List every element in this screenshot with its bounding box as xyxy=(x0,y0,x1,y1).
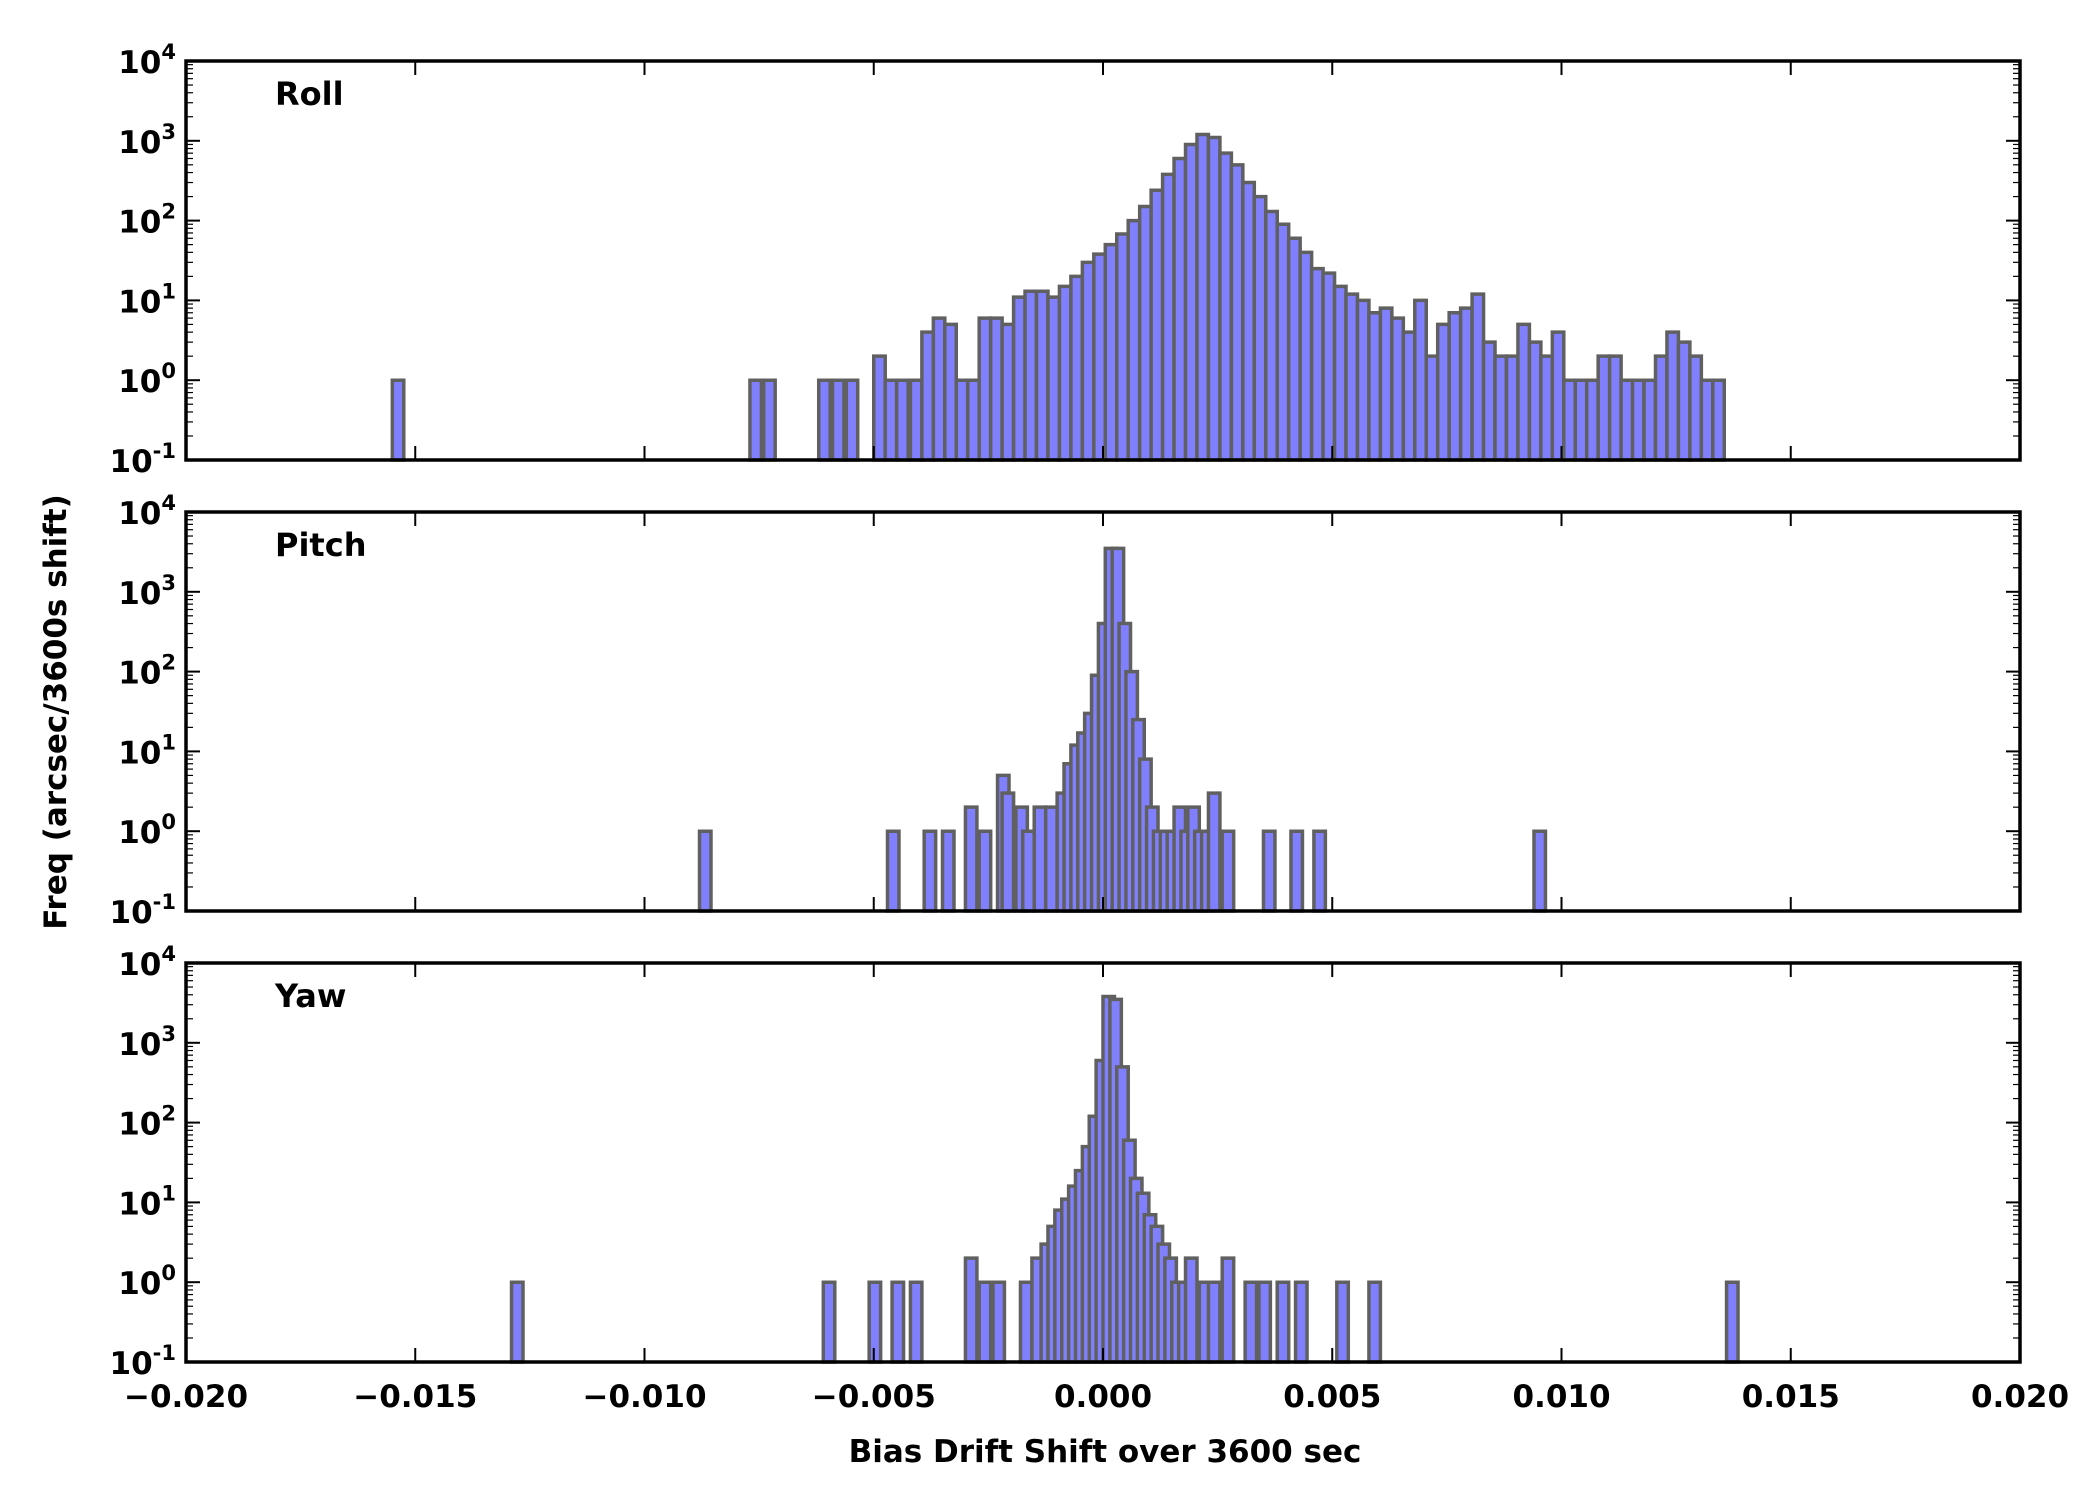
histogram-bar xyxy=(1711,378,1727,462)
histogram-bars xyxy=(697,546,1548,913)
histogram-bar xyxy=(890,1280,906,1364)
histogram-bar xyxy=(761,378,777,462)
histogram-bar xyxy=(390,378,406,462)
panel-label: Yaw xyxy=(274,977,346,1015)
y-tick-label: 10-1 xyxy=(110,439,176,480)
histogram-bar xyxy=(509,1280,525,1364)
histogram-bar xyxy=(1275,1280,1291,1364)
y-tick-label: 101 xyxy=(118,730,176,771)
histogram-bar xyxy=(1335,1280,1351,1364)
x-tick-label: −0.005 xyxy=(812,1379,936,1415)
histogram-bar xyxy=(977,1280,993,1364)
x-tick-label: −0.010 xyxy=(582,1379,706,1415)
y-tick-label: 10-1 xyxy=(110,890,176,931)
y-tick-label: 102 xyxy=(118,1102,176,1143)
panel-pitch: 10-1 100 101 102 103 104 Pitch xyxy=(110,491,2022,931)
histogram-bar xyxy=(1243,1280,1259,1364)
y-tick-label: 101 xyxy=(118,279,176,320)
y-tick-label: 104 xyxy=(118,491,176,532)
histogram-bar xyxy=(816,378,832,462)
histogram-bar xyxy=(844,378,860,462)
panel-label: Roll xyxy=(275,75,344,113)
histogram-bar xyxy=(1724,1280,1740,1364)
x-tick-label: 0.000 xyxy=(1054,1379,1152,1415)
histogram-bar xyxy=(867,1280,883,1364)
histogram-bar xyxy=(1206,1280,1222,1364)
histogram-bar xyxy=(1000,791,1016,913)
histogram-bar xyxy=(1289,829,1305,913)
y-tick-label: 103 xyxy=(118,571,176,612)
histogram-bar xyxy=(1532,829,1548,913)
panel-roll: 10-1 100 101 102 103 104 Roll xyxy=(110,40,2022,480)
histogram-bar xyxy=(830,378,846,462)
histogram-bars xyxy=(509,994,1740,1364)
y-tick-label: 100 xyxy=(118,1261,176,1302)
histogram-bar xyxy=(1367,1280,1383,1364)
x-axis-title: Bias Drift Shift over 3600 sec xyxy=(849,1434,1362,1470)
histogram-bar xyxy=(1312,829,1328,913)
histogram-bar xyxy=(1220,1256,1236,1364)
panels: 10-1100101102103104Roll10-11001011021031… xyxy=(110,40,2070,1415)
y-tick-label: 104 xyxy=(118,942,176,983)
x-tick-label: 0.015 xyxy=(1742,1379,1840,1415)
panel-yaw: 10-1 100 101 102 103 104 Yaw −0.020 −0.015 −0.010… xyxy=(110,942,2070,1415)
histogram-bar xyxy=(697,829,713,913)
histogram-bar xyxy=(1257,1280,1273,1364)
x-tick-label: 0.005 xyxy=(1283,1379,1381,1415)
y-tick-label: 102 xyxy=(118,200,176,241)
histogram-bar xyxy=(821,1280,837,1364)
y-tick-label: 10-1 xyxy=(110,1341,176,1382)
histogram-bar xyxy=(885,829,901,913)
histogram-bars xyxy=(390,132,1727,462)
y-tick-label: 100 xyxy=(118,359,176,400)
histogram-bar xyxy=(977,829,993,913)
histogram-bar xyxy=(1261,829,1277,913)
histogram-bar xyxy=(940,829,956,913)
histogram-bar xyxy=(1206,791,1222,913)
x-tick-label: 0.020 xyxy=(1971,1379,2069,1415)
histogram-bar xyxy=(991,1280,1007,1364)
y-tick-label: 101 xyxy=(118,1181,176,1222)
x-tick-label: −0.015 xyxy=(353,1379,477,1415)
y-tick-label: 100 xyxy=(118,810,176,851)
y-tick-label: 103 xyxy=(118,120,176,161)
histogram-bar xyxy=(963,805,979,913)
histogram-bar xyxy=(922,829,938,913)
y-tick-label: 102 xyxy=(118,651,176,692)
y-tick-label: 103 xyxy=(118,1022,176,1063)
histogram-bar xyxy=(894,378,910,462)
y-axis-title: Freq (arcsec/3600s shift) xyxy=(38,494,74,930)
histogram-bar xyxy=(963,1256,979,1364)
x-tick-label: −0.020 xyxy=(124,1379,248,1415)
histogram-bar xyxy=(1293,1280,1309,1364)
y-tick-label: 104 xyxy=(118,40,176,81)
panel-label: Pitch xyxy=(275,526,366,564)
histogram-bar xyxy=(748,378,764,462)
histogram-bar xyxy=(908,1280,924,1364)
x-tick-label: 0.010 xyxy=(1512,1379,1610,1415)
histogram-bar xyxy=(1183,1256,1199,1364)
histogram-bar xyxy=(1220,829,1236,913)
